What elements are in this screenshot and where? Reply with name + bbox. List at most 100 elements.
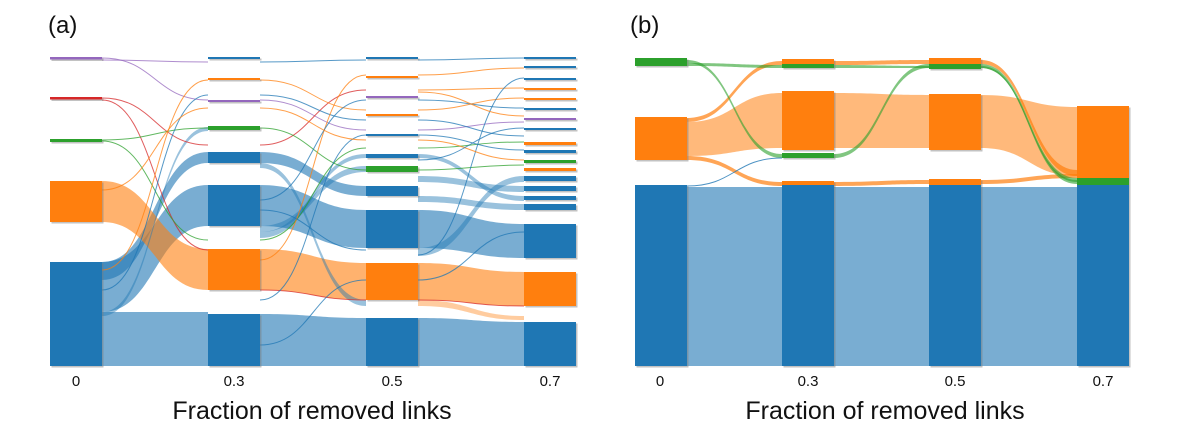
node-21 [366, 210, 418, 248]
flow-band-10 [834, 180, 929, 186]
node-9 [929, 58, 981, 64]
flow-line-34 [417, 139, 525, 161]
flow-band-15 [687, 63, 782, 68]
flow-line-19 [259, 79, 367, 111]
panel-label-a: (a) [48, 12, 78, 39]
flow-band-6 [687, 61, 782, 122]
flow-line-12 [101, 127, 209, 141]
node-30-shadow [525, 119, 578, 122]
node-40 [524, 224, 576, 258]
node-12 [208, 314, 260, 366]
node-18 [366, 154, 418, 158]
node-3 [50, 181, 102, 222]
node-17 [366, 134, 418, 136]
node-26-shadow [525, 79, 578, 82]
flow-band-19 [418, 300, 524, 320]
node-10 [929, 64, 981, 69]
node-6-shadow [209, 79, 262, 82]
flow-band-7 [418, 210, 524, 258]
node-11 [208, 249, 260, 290]
node-39 [524, 204, 576, 210]
node-0-shadow [51, 58, 104, 61]
node-27 [524, 88, 576, 90]
tick-label-0.7: 0.7 [539, 373, 561, 390]
flow-band-11 [981, 174, 1077, 184]
node-2 [50, 139, 102, 142]
flow-line-33 [259, 107, 367, 141]
tick-label-0.3: 0.3 [797, 373, 819, 390]
node-2 [635, 185, 687, 366]
node-24 [524, 57, 576, 59]
node-14 [366, 76, 418, 78]
flow-line-4 [259, 59, 367, 63]
flow-line-15 [101, 140, 209, 241]
flow-line-10 [259, 289, 367, 301]
flow-line-8 [417, 87, 525, 91]
flow-line-0 [101, 57, 209, 101]
flow-line-30 [259, 209, 367, 251]
node-8 [208, 126, 260, 130]
flow-line-37 [417, 127, 525, 161]
node-19 [366, 166, 418, 172]
flow-band-4 [834, 93, 929, 148]
flow-line-35 [259, 279, 367, 346]
flow-band-17 [981, 66, 1077, 184]
node-13 [929, 185, 981, 366]
x-axis-label-b: Fraction of removed links [745, 397, 1025, 425]
node-15 [1077, 178, 1129, 185]
node-31 [524, 128, 576, 130]
tick-label-0.7: 0.7 [1092, 373, 1114, 390]
alluvial-diagram-a [50, 57, 578, 368]
tick-label-0: 0 [71, 373, 81, 390]
node-27-shadow [525, 89, 578, 92]
flow-line-11 [417, 299, 525, 307]
panel-a: (a) 0 0.3 0.5 0.7 Fraction of removed li… [48, 12, 578, 425]
node-7 [208, 100, 260, 102]
flow-line-32 [101, 107, 209, 191]
node-14-shadow [367, 77, 420, 80]
flow-band-0 [102, 312, 208, 366]
tick-label-0: 0 [655, 373, 665, 390]
node-4 [50, 262, 102, 366]
flow-band-5 [981, 95, 1077, 176]
flow-band-1 [834, 187, 929, 366]
flow-line-1 [259, 99, 367, 131]
node-37 [524, 186, 576, 191]
flow-line-22 [259, 94, 367, 121]
flow-line-23 [417, 119, 525, 137]
flow-band-11 [260, 166, 366, 232]
node-11 [929, 94, 981, 150]
node-15 [366, 96, 418, 98]
flow-line-3 [101, 59, 209, 63]
node-5 [782, 91, 834, 150]
flow-line-26 [259, 99, 367, 201]
node-26 [524, 78, 576, 80]
flow-band-2 [418, 318, 524, 366]
tick-label-0.5: 0.5 [944, 373, 966, 390]
node-32 [524, 142, 576, 145]
flow-line-5 [417, 57, 525, 61]
node-20 [366, 186, 418, 196]
flow-band-18 [102, 127, 208, 316]
flow-band-13 [260, 163, 366, 306]
flow-band-6 [260, 152, 366, 196]
node-4 [782, 64, 834, 68]
node-3 [782, 59, 834, 64]
flow-line-17 [417, 141, 525, 149]
node-15-shadow [367, 97, 420, 100]
flow-line-21 [101, 94, 209, 291]
flow-band-16 [418, 176, 524, 256]
node-28 [524, 98, 576, 100]
node-6 [782, 153, 834, 158]
node-36 [524, 176, 576, 181]
flow-line-18 [101, 79, 209, 271]
node-13 [366, 57, 418, 59]
node-24-shadow [525, 58, 578, 61]
flow-band-8 [981, 60, 1077, 176]
node-29 [524, 108, 576, 110]
flow-line-0 [686, 157, 783, 187]
flow-band-8 [102, 181, 208, 290]
tick-label-0.5: 0.5 [381, 373, 403, 390]
node-6 [208, 78, 260, 80]
node-41 [524, 272, 576, 306]
